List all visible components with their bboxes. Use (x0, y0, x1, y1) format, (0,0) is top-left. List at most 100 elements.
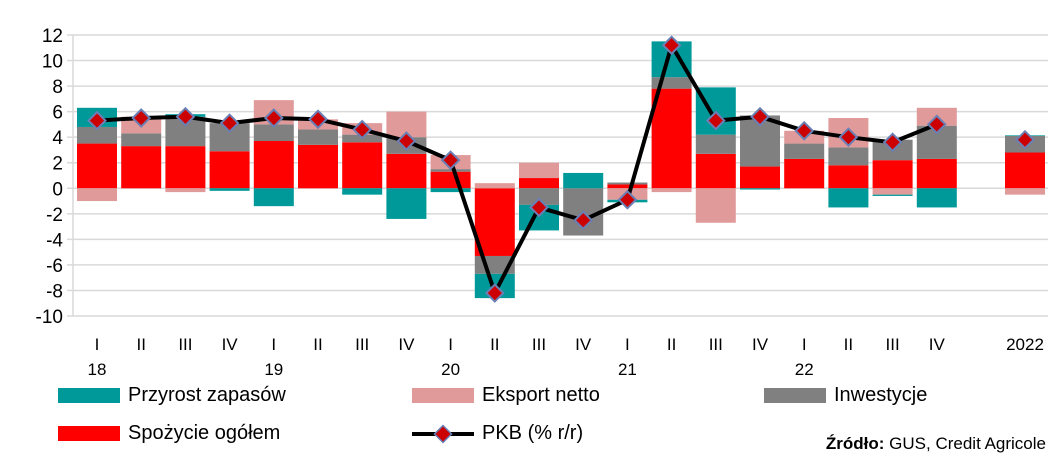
source-note: Źródło: GUS, Credit Agricole (826, 434, 1046, 454)
bar-segment (77, 143, 117, 189)
gdp-line-swatch-icon (412, 423, 474, 444)
x-tick-label: I (271, 335, 276, 354)
legend-swatch (58, 388, 120, 403)
bar-segment (253, 188, 294, 207)
bar-segment (253, 124, 294, 142)
x-tick-label: IV (222, 335, 239, 354)
x-tick-label: II (313, 335, 322, 354)
gdp-marker (1015, 129, 1035, 150)
x-tick-label: IV (575, 335, 592, 354)
y-tick-label: 8 (52, 77, 63, 98)
y-tick-label: 12 (42, 26, 63, 47)
x-tick-label: III (355, 335, 369, 354)
y-tick-label: 2 (52, 154, 63, 175)
x-tick-label: IV (398, 335, 415, 354)
x-tick-label: I (802, 335, 807, 354)
legend-swatch (412, 388, 474, 403)
bar-segment (916, 158, 957, 189)
gdp-marker (440, 150, 461, 171)
bar-segment (430, 171, 471, 189)
legend-label: Spożycie ogółem (128, 422, 281, 444)
y-tick-label: 0 (52, 179, 63, 200)
bar-segment (474, 188, 515, 256)
legend-label: Eksport netto (482, 384, 600, 406)
bar-segment (209, 188, 250, 191)
bar-segment (386, 188, 427, 219)
source-text: GUS, Credit Agricole (884, 434, 1046, 453)
legend-label: PKB (% r/r) (482, 422, 584, 444)
gdp-marker (705, 110, 726, 131)
gdp-marker (794, 120, 815, 141)
x-tick-label: III (178, 335, 192, 354)
year-label: 19 (264, 360, 283, 379)
bar-segment (165, 188, 206, 193)
bar-segment (916, 188, 957, 208)
x-tick-label: III (532, 335, 546, 354)
year-label: 21 (618, 360, 637, 379)
bar-segment (740, 188, 780, 190)
x-tick-label: I (95, 335, 100, 354)
y-tick-label: -4 (46, 230, 63, 251)
gdp-marker (750, 106, 770, 127)
bar-segment (828, 165, 869, 189)
bar-segment (209, 151, 250, 189)
legend-swatch (764, 388, 826, 403)
source-label: Źródło: (825, 434, 885, 453)
bar-segment (695, 153, 736, 189)
bar-segment (784, 143, 825, 159)
bar-segment (430, 169, 471, 172)
bar-segment (872, 194, 913, 196)
x-tick-label: II (844, 335, 853, 354)
x-tick-label: II (490, 335, 499, 354)
gdp-marker (926, 114, 947, 135)
gdp-marker (484, 283, 505, 303)
gdp-marker (87, 110, 107, 131)
gdp-marker (882, 132, 903, 153)
y-tick-label: -6 (46, 256, 63, 277)
y-tick-label: 4 (52, 128, 63, 149)
gdp-marker (131, 108, 152, 128)
x-tick-label: II (667, 335, 676, 354)
x-tick-label: 2022 (1006, 335, 1044, 354)
x-tick-label: III (886, 335, 900, 354)
bar-segment (872, 160, 913, 189)
gdp-marker (396, 131, 417, 151)
x-tick-label: I (448, 335, 453, 354)
bar-segment (784, 158, 825, 189)
bar-segment (607, 184, 648, 189)
y-tick-label: -8 (46, 281, 63, 302)
legend-item-gdp: PKB (% r/r) (412, 422, 583, 445)
bar-segment (519, 188, 559, 205)
bar-segment (563, 172, 604, 189)
bar-segment (1005, 188, 1045, 195)
bar-segment (342, 142, 383, 189)
legend-item-inventories: Przyrost zapasów (58, 384, 286, 407)
bar-segment (828, 188, 869, 208)
y-tick-label: -10 (36, 307, 63, 328)
x-tick-label: II (136, 335, 145, 354)
gdp-marker (263, 108, 284, 128)
gdp-marker (219, 113, 240, 134)
legend-item-investment: Inwestycje (764, 384, 927, 407)
bar-segment (77, 188, 117, 202)
bar-segment (386, 153, 427, 189)
gdp-marker (308, 109, 328, 130)
bar-segment (740, 166, 780, 189)
legend-item-net-exports: Eksport netto (412, 384, 600, 407)
year-label: 20 (441, 360, 460, 379)
bar-segment (342, 188, 383, 195)
bar-segment (695, 188, 736, 223)
legend-swatch (58, 426, 120, 441)
bar-segment (872, 188, 913, 195)
gdp-marker (573, 210, 594, 231)
bar-segment (607, 182, 648, 185)
bar-segment (828, 147, 869, 166)
bar-segment (651, 77, 692, 89)
legend-label: Inwestycje (834, 384, 928, 406)
bar-segment (651, 188, 692, 193)
bar-segment (430, 188, 471, 193)
gdp-marker (352, 119, 373, 140)
x-tick-label: III (709, 335, 723, 354)
legend-item-consumption: Spożycie ogółem (58, 422, 280, 445)
